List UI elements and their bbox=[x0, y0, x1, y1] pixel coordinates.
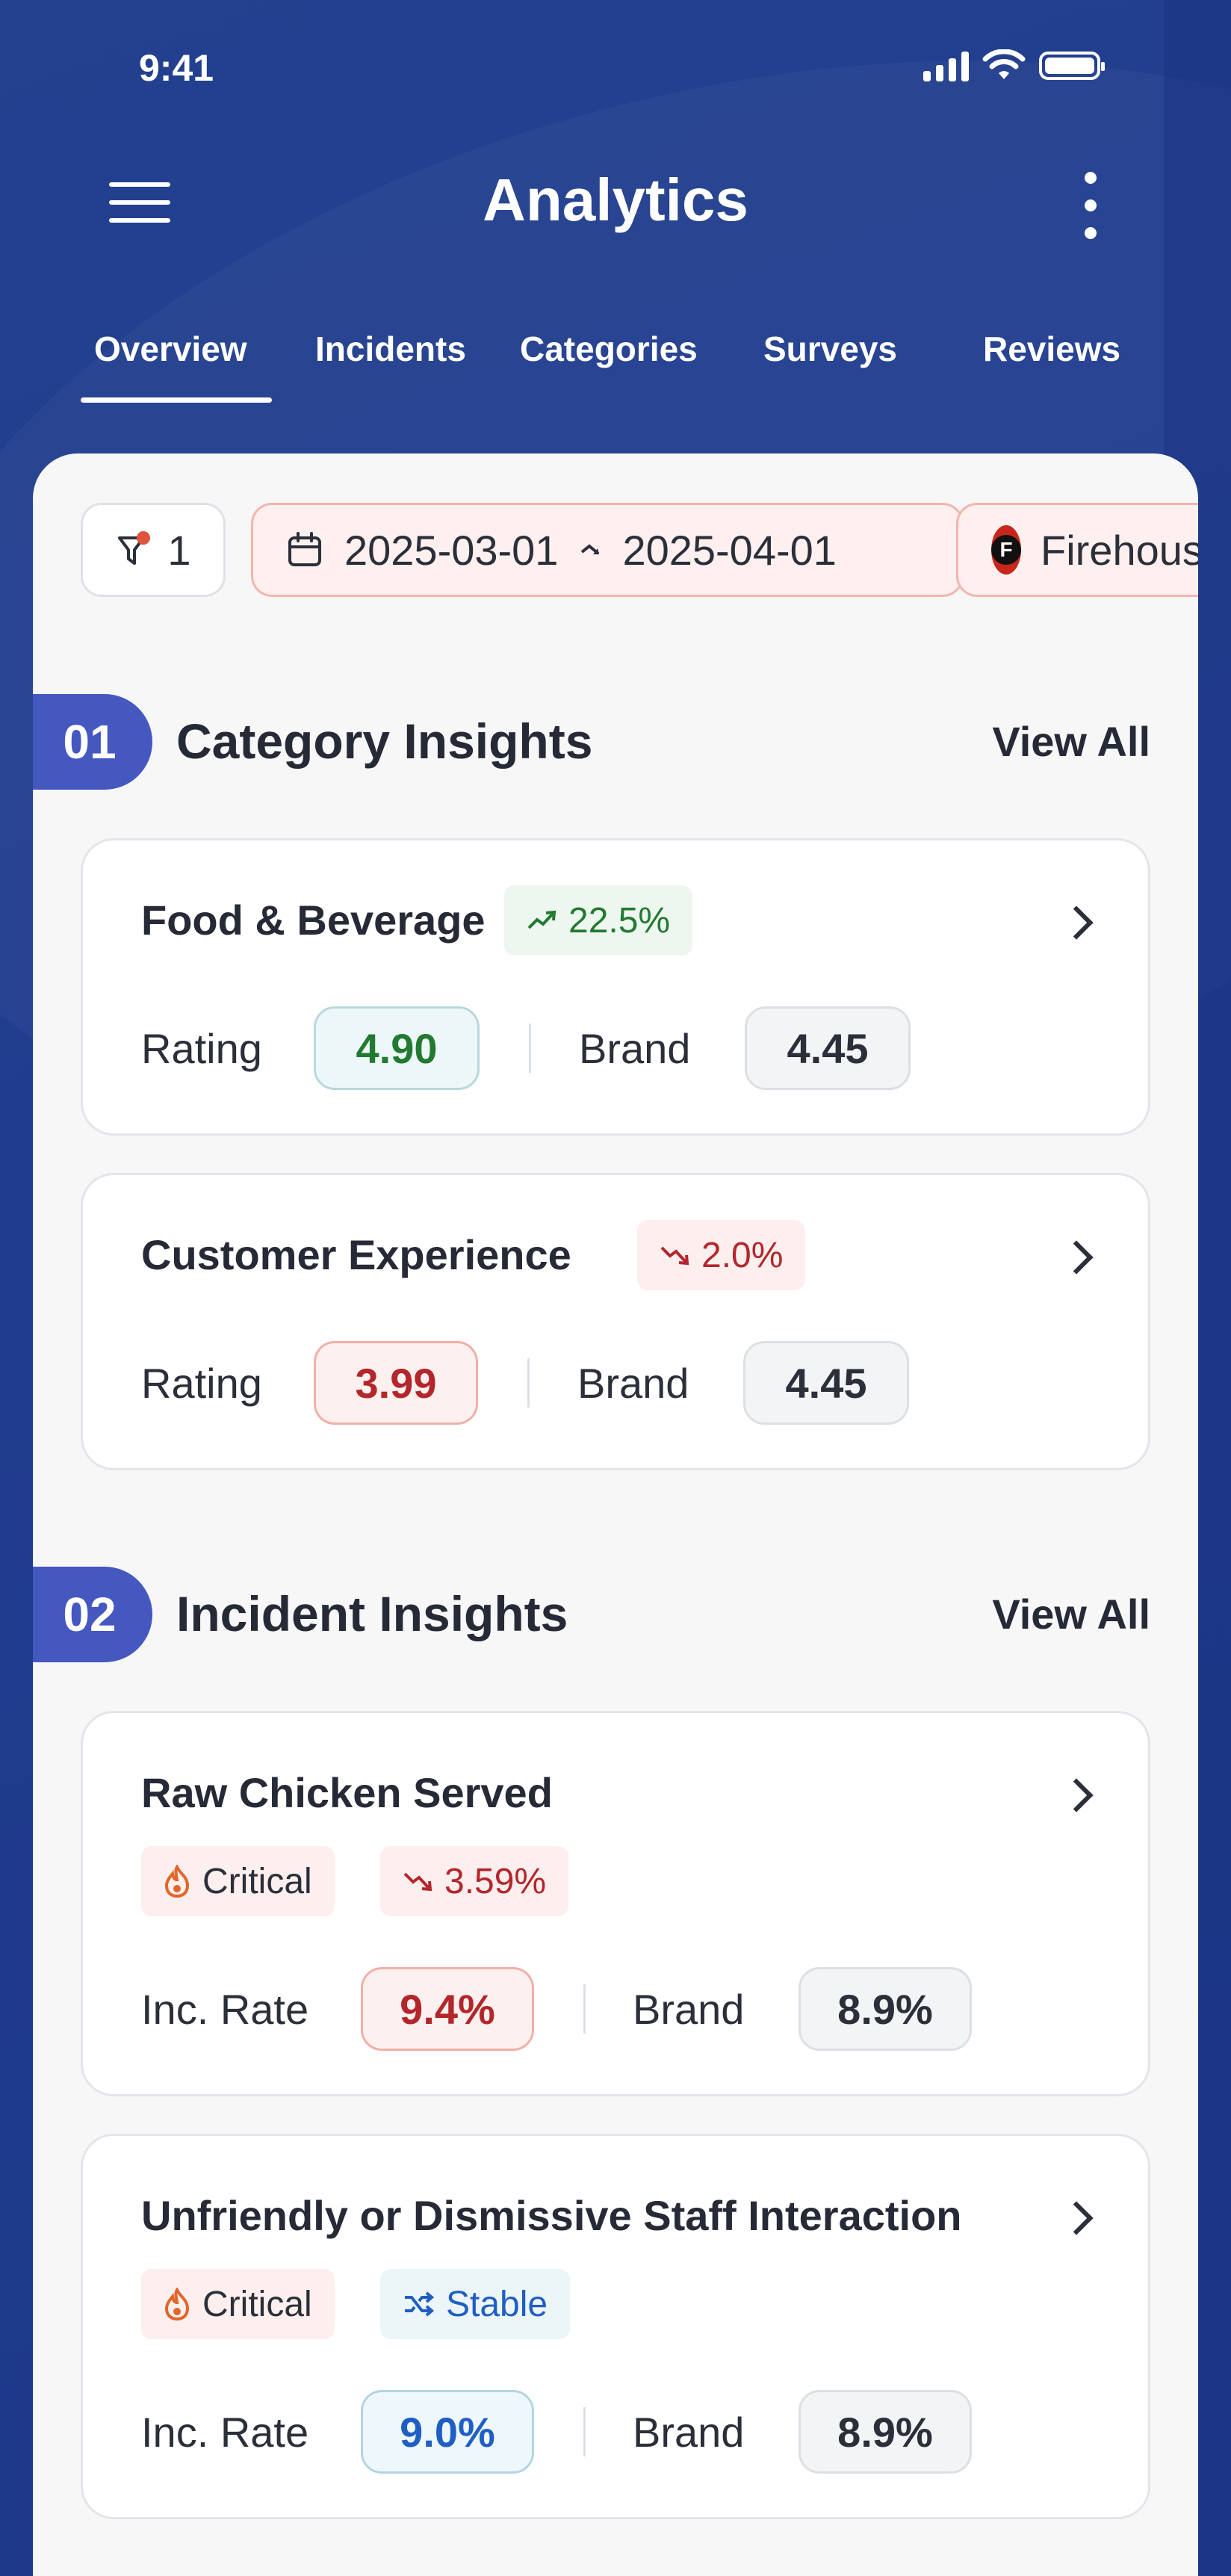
divider bbox=[583, 1984, 586, 2034]
brand-label: Brand bbox=[577, 1360, 689, 1407]
tab-reviews[interactable]: Reviews bbox=[983, 329, 1121, 368]
view-all-link[interactable]: View All bbox=[992, 1591, 1150, 1638]
trend-badge: 2.0% bbox=[637, 1220, 806, 1290]
trend-badge: 3.59% bbox=[380, 1846, 569, 1916]
category-card[interactable]: Food & Beverage 22.5% Rating 4.90 Brand … bbox=[81, 838, 1150, 1136]
brand-label: Brand bbox=[633, 2409, 745, 2456]
severity-badge: Critical bbox=[141, 2269, 335, 2339]
page-title: Analytics bbox=[483, 167, 748, 233]
chevron-right-icon[interactable] bbox=[1059, 905, 1094, 940]
trend-badge: 22.5% bbox=[504, 885, 693, 956]
section-number-badge: 02 bbox=[33, 1567, 152, 1662]
chevron-right-icon[interactable] bbox=[1059, 1240, 1094, 1275]
status-time: 9:41 bbox=[139, 47, 214, 89]
trend-down-icon bbox=[403, 1872, 432, 1892]
tab-surveys[interactable]: Surveys bbox=[763, 329, 898, 368]
calendar-icon bbox=[288, 532, 321, 566]
incident-rate-value: 9.4% bbox=[361, 1967, 534, 2051]
tab-overview[interactable]: Overview bbox=[94, 329, 247, 368]
brand-value: 8.9% bbox=[799, 1967, 972, 2051]
incident-card[interactable]: Unfriendly or Dismissive Staff Interacti… bbox=[81, 2134, 1150, 2519]
trend-up-icon bbox=[527, 910, 556, 929]
filter-count: 1 bbox=[167, 526, 191, 574]
content-panel: 1 2025-03-01 2025-04-01 F Firehouse Subs… bbox=[33, 453, 1198, 2576]
flame-icon bbox=[164, 2288, 190, 2320]
more-options-icon[interactable] bbox=[1076, 172, 1106, 239]
incident-rate-label: Inc. Rate bbox=[141, 1986, 309, 2033]
severity-badge: Critical bbox=[141, 1846, 335, 1916]
wifi-icon bbox=[982, 49, 1026, 79]
divider bbox=[529, 1024, 531, 1073]
filter-icon bbox=[118, 531, 151, 565]
active-tab-indicator bbox=[81, 397, 272, 403]
chevron-right-icon[interactable] bbox=[1059, 1778, 1094, 1812]
card-title: Raw Chicken Served bbox=[141, 1769, 553, 1816]
trend-badge: Stable bbox=[380, 2269, 571, 2339]
brand-value: 4.45 bbox=[743, 1341, 909, 1425]
view-all-link[interactable]: View All bbox=[992, 718, 1150, 765]
section-title: Category Insights bbox=[176, 713, 593, 769]
shuffle-icon bbox=[405, 2291, 434, 2317]
date-range-end: 2025-04-01 bbox=[622, 526, 837, 574]
rating-label: Rating bbox=[141, 1025, 262, 1072]
brand-name: Firehouse Subs bbox=[1041, 526, 1198, 574]
trend-down-icon bbox=[660, 1246, 689, 1266]
flame-icon bbox=[164, 1865, 190, 1898]
incident-rate-value: 9.0% bbox=[361, 2390, 534, 2474]
divider bbox=[583, 2407, 586, 2456]
arrow-right-icon bbox=[581, 544, 600, 555]
chevron-right-icon[interactable] bbox=[1059, 2201, 1094, 2235]
rating-value: 3.99 bbox=[314, 1341, 478, 1425]
menu-icon[interactable] bbox=[109, 182, 170, 224]
section-number-badge: 01 bbox=[33, 694, 152, 790]
date-range-chip[interactable]: 2025-03-01 2025-04-01 bbox=[251, 503, 964, 597]
battery-icon bbox=[1039, 52, 1105, 80]
tab-incidents[interactable]: Incidents bbox=[315, 329, 466, 368]
card-title: Unfriendly or Dismissive Staff Interacti… bbox=[141, 2192, 962, 2239]
card-title: Customer Experience bbox=[141, 1231, 571, 1278]
rating-label: Rating bbox=[141, 1360, 262, 1407]
brand-label: Brand bbox=[633, 1986, 745, 2033]
incident-card[interactable]: Raw Chicken Served Critical 3.59% Inc. R… bbox=[81, 1711, 1150, 2096]
signal-icon bbox=[923, 50, 969, 81]
brand-chip[interactable]: F Firehouse Subs bbox=[956, 503, 1198, 597]
section-title: Incident Insights bbox=[176, 1586, 568, 1641]
tab-categories[interactable]: Categories bbox=[520, 329, 698, 368]
brand-logo-icon: F bbox=[991, 525, 1021, 575]
rating-value: 4.90 bbox=[314, 1006, 480, 1090]
brand-value: 4.45 bbox=[745, 1006, 911, 1090]
filter-button[interactable]: 1 bbox=[81, 503, 226, 597]
date-range-start: 2025-03-01 bbox=[344, 526, 559, 574]
status-icons bbox=[923, 49, 1105, 82]
category-card[interactable]: Customer Experience 2.0% Rating 3.99 Bra… bbox=[81, 1173, 1150, 1470]
brand-value: 8.9% bbox=[799, 2390, 972, 2474]
tab-bar: Overview Incidents Categories Surveys Re… bbox=[0, 329, 1231, 411]
incident-rate-label: Inc. Rate bbox=[141, 2409, 309, 2456]
card-title: Food & Beverage bbox=[141, 897, 486, 944]
brand-label: Brand bbox=[579, 1025, 691, 1072]
divider bbox=[527, 1358, 530, 1408]
